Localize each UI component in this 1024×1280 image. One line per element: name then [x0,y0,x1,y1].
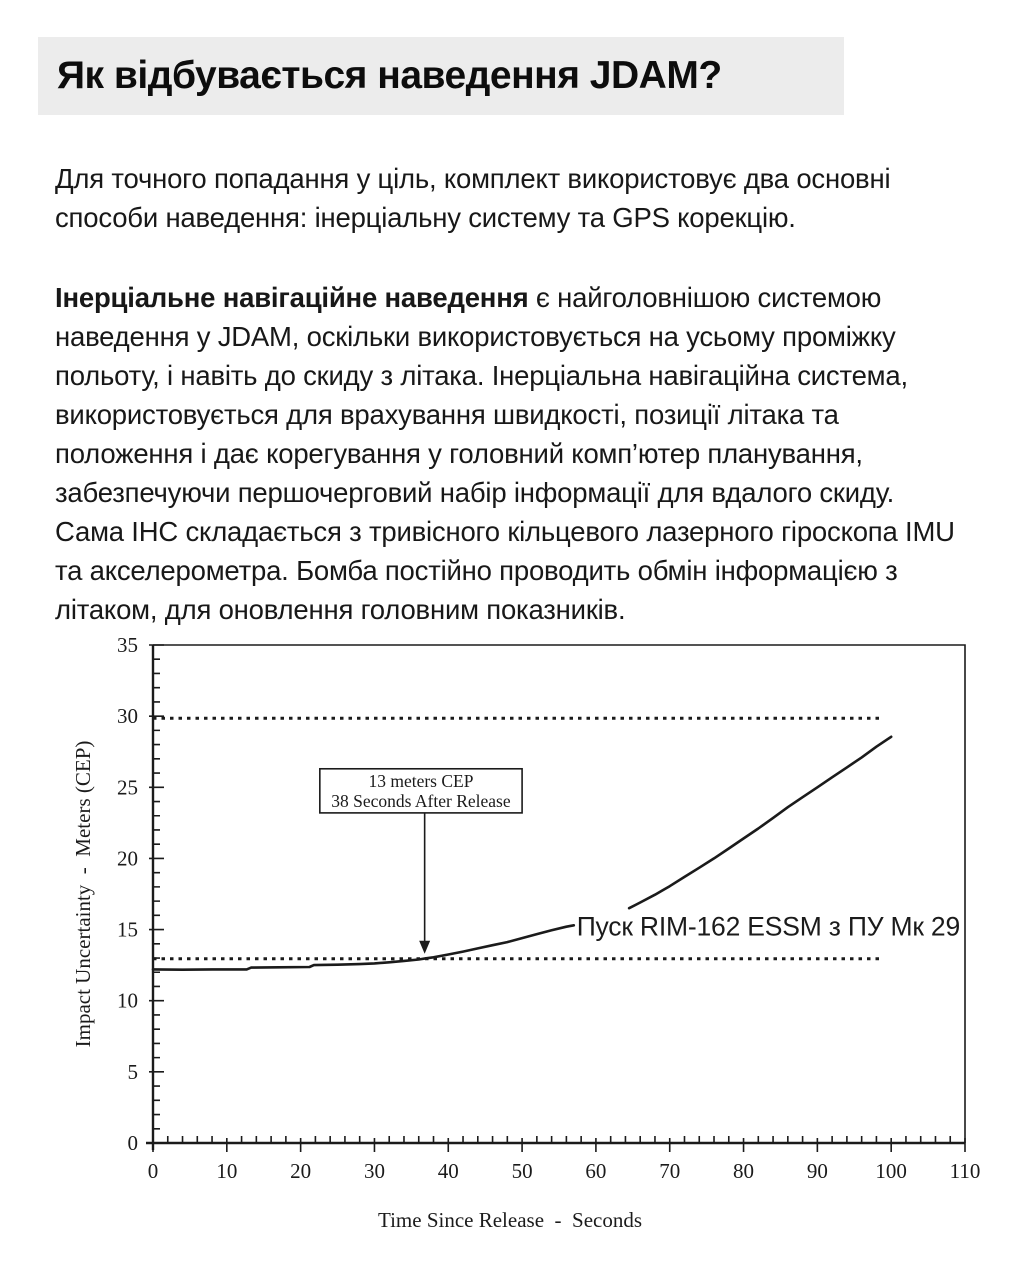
y-tick-label: 15 [117,918,138,942]
title-block: Як відбувається наведення JDAM? [38,37,844,115]
y-tick-label: 35 [117,633,138,657]
x-axis-title: Time Since Release - Seconds [378,1208,642,1232]
cep-curve [151,923,576,972]
x-tick-label: 0 [148,1159,159,1183]
x-tick-label: 100 [875,1159,907,1183]
x-tick-label: 50 [512,1159,533,1183]
y-tick-label: 20 [117,846,138,870]
x-tick-label: 10 [216,1159,237,1183]
overlay-label: Пуск RIM-162 ESSM з ПУ Мк 29 [577,911,960,941]
x-tick-label: 40 [438,1159,459,1183]
annotation-text: 13 meters CEP [368,771,473,791]
y-tick-label: 0 [128,1131,139,1155]
y-tick-label: 10 [117,989,138,1013]
y-tick-label: 5 [128,1060,139,1084]
x-tick-label: 110 [950,1159,981,1183]
y-axis-title: Impact Uncertainty - Meters (CEP) [71,741,95,1048]
x-tick-label: 60 [585,1159,606,1183]
x-tick-label: 30 [364,1159,385,1183]
cep-curve [627,735,893,910]
y-tick-label: 30 [117,704,138,728]
annotation-box [319,767,523,814]
plot-border [153,644,966,1143]
body-paragraph-rest: є найголовнішою системою наведення у JDA… [55,281,955,625]
axes [146,645,965,1150]
body-paragraph: Інерціальне навігаційне наведення є найг… [55,278,955,629]
x-tick-label: 80 [733,1159,754,1183]
annotation-text: 38 Seconds After Release [331,791,511,811]
axis-ticks [149,644,966,1152]
annotation-arrowhead [419,940,431,954]
x-tick-label: 90 [807,1159,828,1183]
cep-vs-time-chart: 0 5 10 15 20 25 30 35 0 10 20 30 40 50 60 70 80 90 100 110 1… [71,633,981,1232]
body-paragraph-bold-lead: Інерціальне навігаційне наведення [55,281,529,313]
x-tick-label: 20 [290,1159,311,1183]
intro-paragraph: Для точного попадання у ціль, комплект в… [55,162,891,233]
page-title: Як відбувається наведення JDAM? [57,54,722,97]
y-tick-label: 25 [117,775,138,799]
x-tick-label: 70 [659,1159,680,1183]
